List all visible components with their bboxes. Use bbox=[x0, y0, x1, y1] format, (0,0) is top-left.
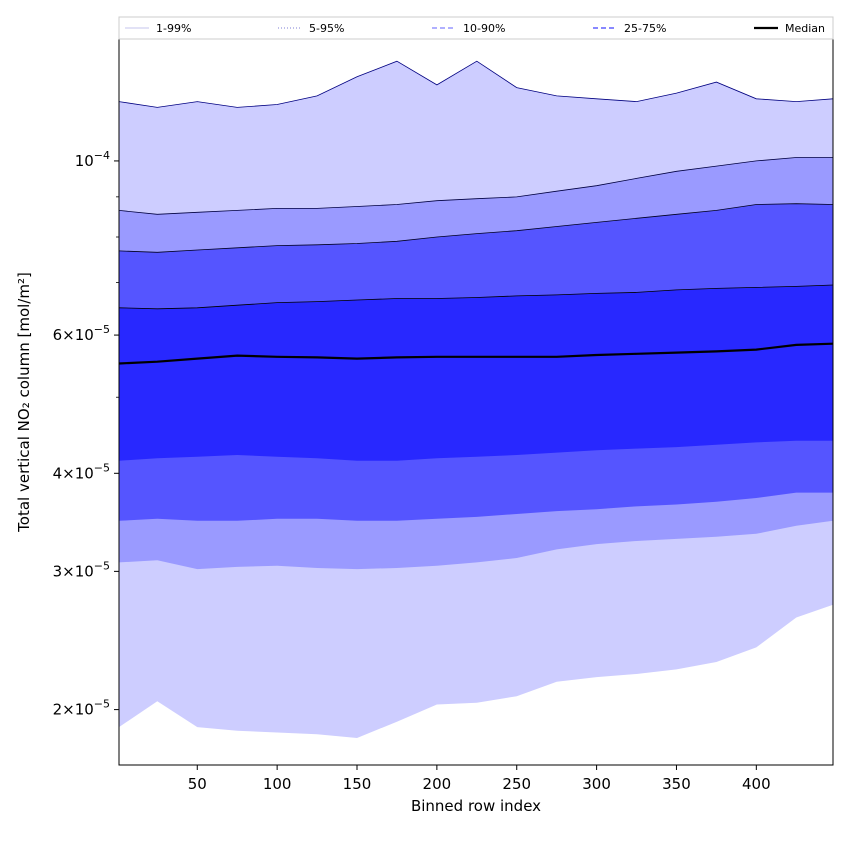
x-tick-label: 300 bbox=[582, 775, 611, 793]
x-tick-label: 150 bbox=[343, 775, 372, 793]
percentile-bands bbox=[118, 60, 834, 738]
y-tick-label: 2×10−5 bbox=[53, 698, 110, 719]
y-axis: 2×10−5 3×10−5 4×10−5 6×10−5 10−4 bbox=[53, 149, 119, 719]
band-upper-line-2 bbox=[118, 203, 834, 253]
band-upper-line-3 bbox=[118, 284, 834, 310]
y-axis-title: Total vertical NO₂ column [mol/m²] bbox=[15, 272, 33, 533]
band-area-3 bbox=[119, 285, 833, 461]
x-axis: 50 100 150 200 250 300 350 400 bbox=[188, 765, 771, 793]
legend-label: 25-75% bbox=[624, 22, 666, 35]
band-upper-line-1 bbox=[118, 157, 833, 215]
legend-label: 5-95% bbox=[309, 22, 344, 35]
x-tick-label: 50 bbox=[188, 775, 207, 793]
legend-box bbox=[118, 16, 834, 40]
legend-label: 1-99% bbox=[156, 22, 191, 35]
x-axis-title: Binned row index bbox=[411, 797, 541, 815]
y-tick-label: 3×10−5 bbox=[53, 559, 110, 580]
y-tick-label: 4×10−5 bbox=[53, 461, 110, 482]
median-series bbox=[118, 342, 834, 365]
band-upper-line-0 bbox=[118, 60, 834, 108]
x-tick-label: 400 bbox=[742, 775, 771, 793]
x-tick-label: 200 bbox=[423, 775, 452, 793]
x-tick-label: 350 bbox=[662, 775, 691, 793]
x-tick-label: 250 bbox=[502, 775, 531, 793]
legend: 1-99% 5-95% 10-90% 25-75% Median bbox=[118, 16, 834, 40]
y-tick-label: 10−4 bbox=[75, 149, 110, 170]
legend-label: Median bbox=[785, 22, 825, 35]
x-tick-label: 100 bbox=[263, 775, 292, 793]
legend-label: 10-90% bbox=[463, 22, 505, 35]
y-tick-label: 6×10−5 bbox=[53, 323, 110, 344]
median-line bbox=[118, 342, 834, 365]
